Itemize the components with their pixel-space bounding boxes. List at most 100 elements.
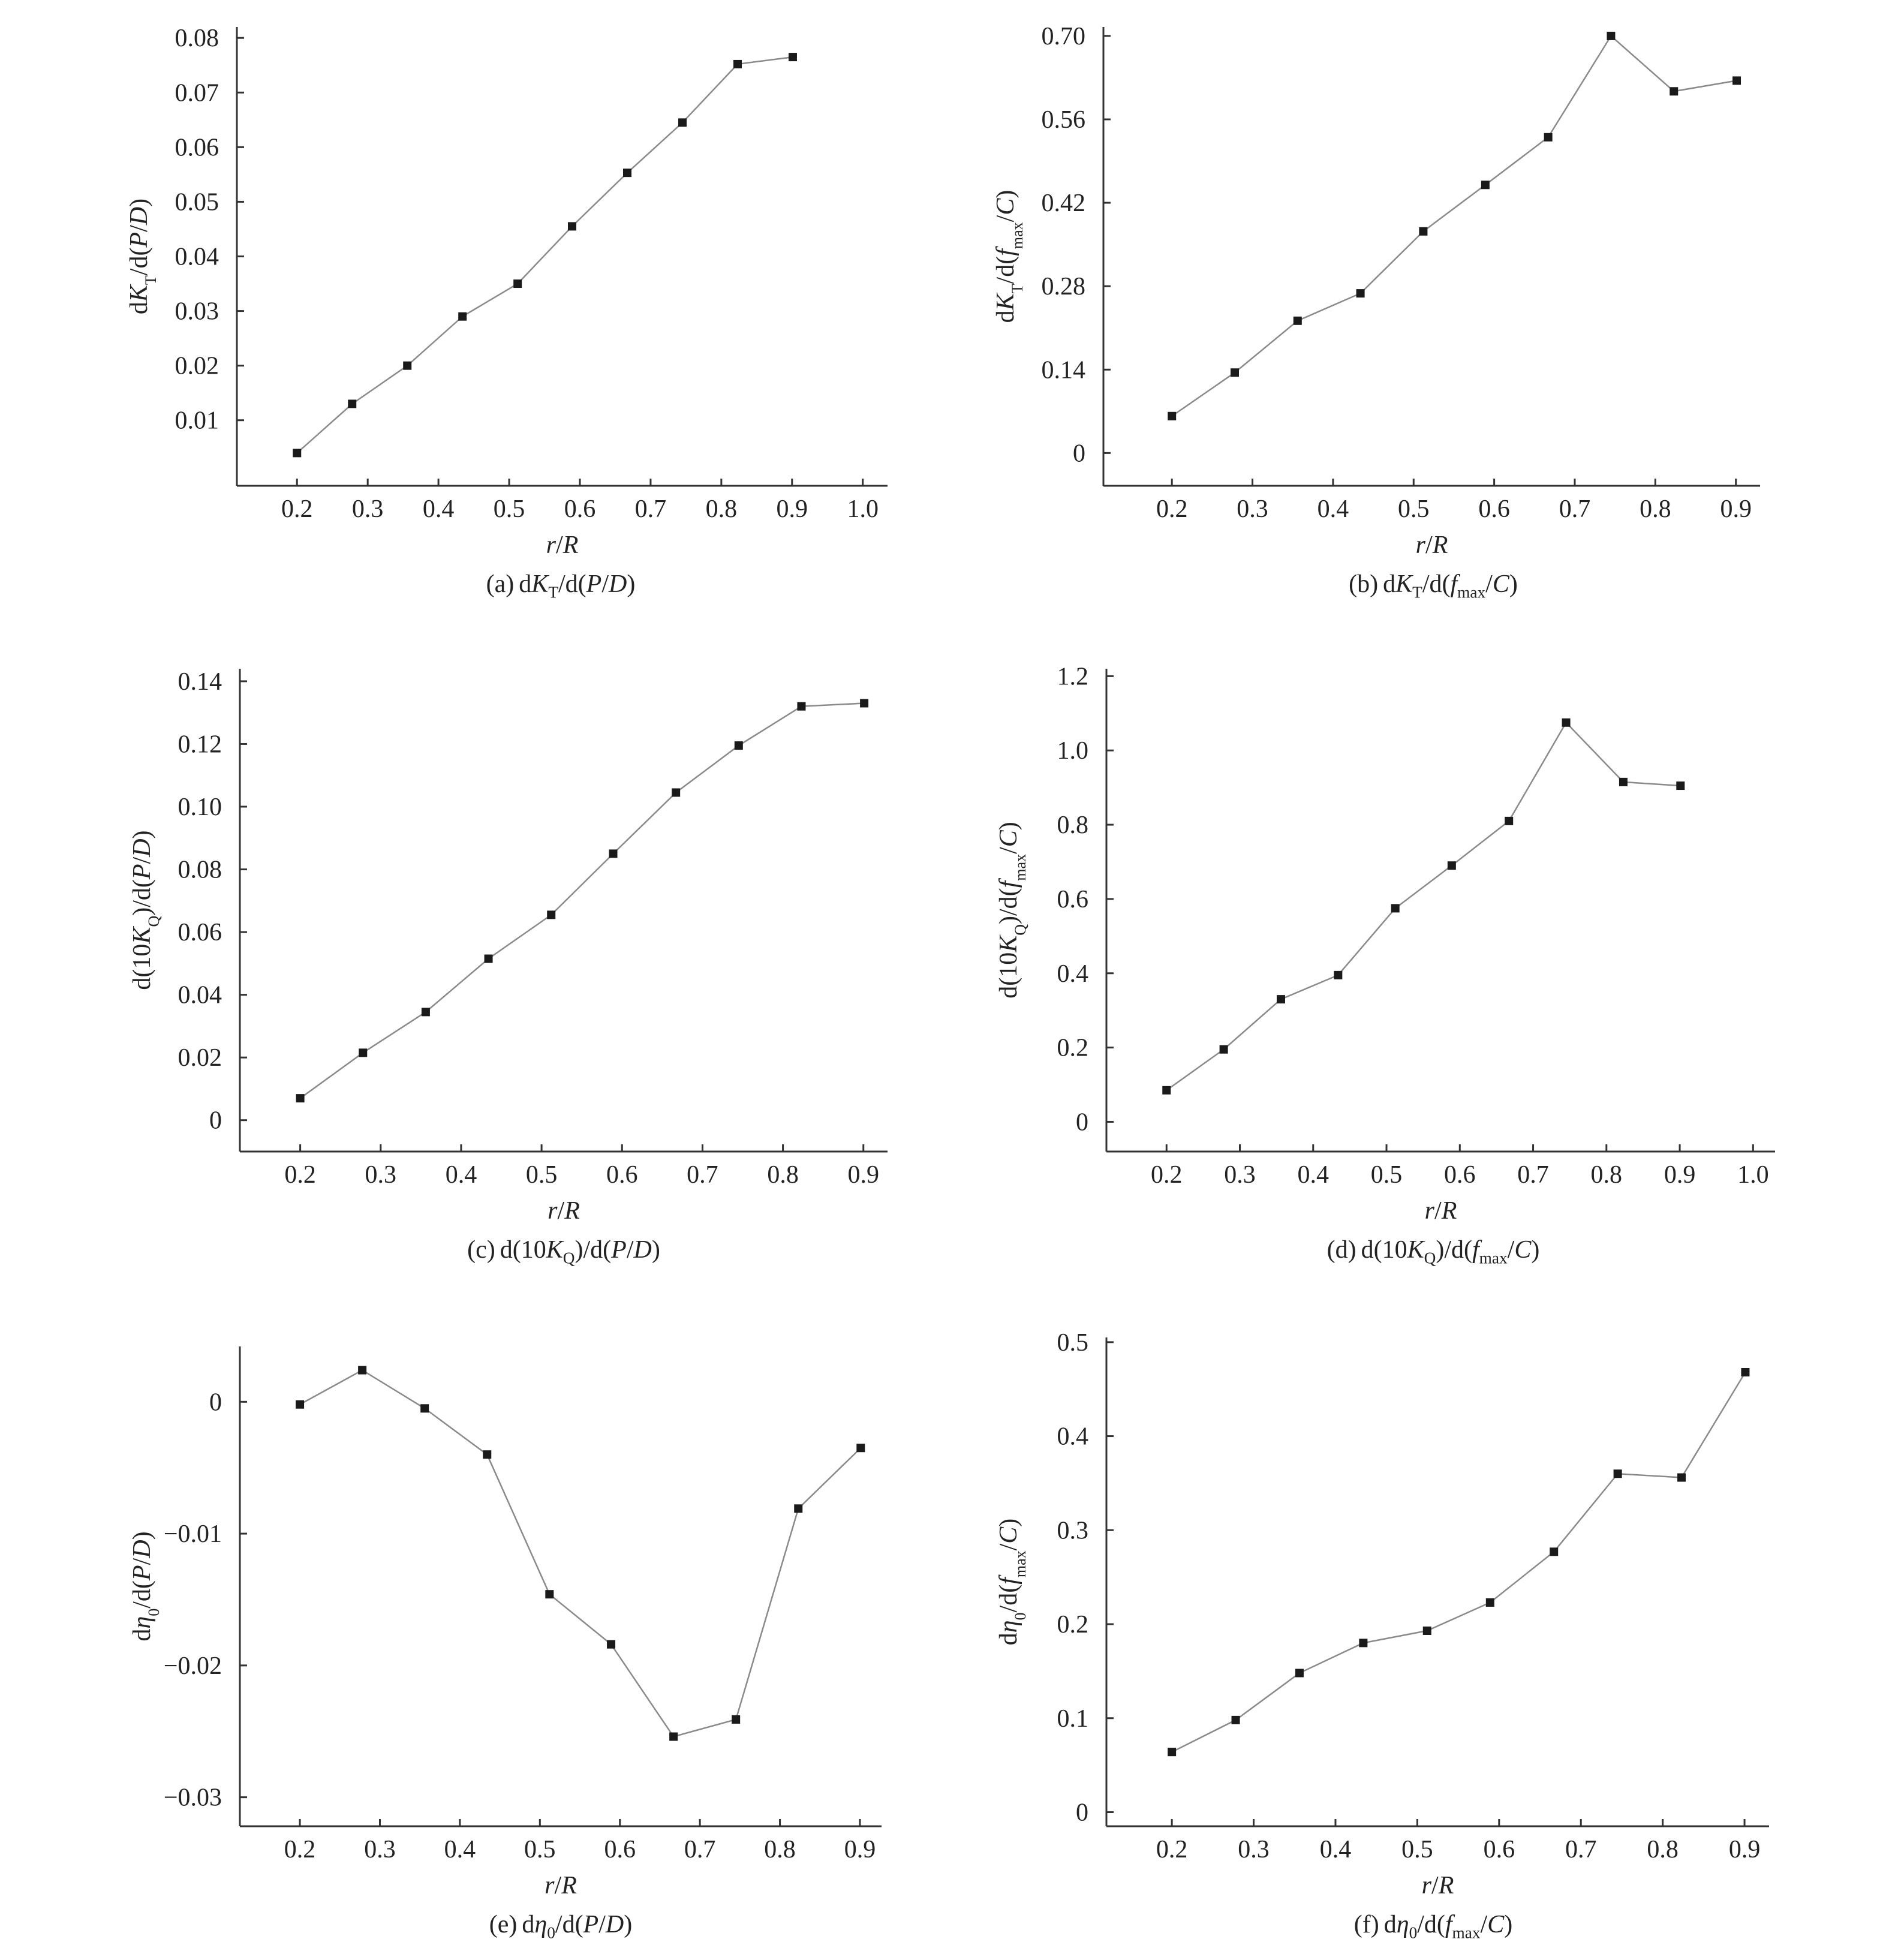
y-tick-label: −0.01 (164, 1520, 222, 1548)
y-tick-label: 0.70 (1042, 23, 1086, 50)
data-point (1359, 1639, 1368, 1648)
data-point (1485, 1598, 1494, 1607)
x-tick-label: 0.5 (526, 1161, 558, 1189)
data-point (1670, 87, 1679, 96)
x-tick-label: 0.3 (365, 1161, 397, 1189)
data-point (1505, 816, 1514, 825)
data-point (1162, 1086, 1171, 1095)
series-line (1166, 721, 1681, 1091)
x-axis-label: r/R (1416, 531, 1448, 559)
x-axis-label: r/R (546, 531, 579, 559)
data-point (1231, 368, 1239, 377)
y-axis-label: d(10KQ​)/d(fmax​/C) (995, 822, 1029, 999)
x-tick-label: 0.5 (1371, 1161, 1403, 1189)
x-tick-label: 0.2 (1151, 1161, 1183, 1189)
caption-text: d(10KQ)/d(fmax/C) (1361, 1236, 1540, 1267)
data-point (1419, 227, 1428, 236)
data-point (359, 1048, 368, 1057)
y-tick-label: 0.3 (1057, 1517, 1089, 1544)
data-point (788, 53, 797, 62)
x-tick-label: 1.0 (847, 495, 879, 523)
x-tick-label: 0.5 (524, 1836, 556, 1863)
y-tick-label: 0.28 (1042, 273, 1086, 300)
x-tick-label: 0.4 (1318, 495, 1349, 523)
caption-label: (e) (489, 1911, 518, 1938)
x-tick-label: 0.3 (1237, 495, 1268, 523)
data-point (484, 954, 493, 963)
y-tick-label: 0 (209, 1107, 222, 1135)
caption-text: dKT/d(P/D) (519, 570, 636, 602)
data-point (458, 312, 467, 321)
x-tick-label: 0.9 (777, 495, 808, 523)
y-tick-label: 0.03 (175, 298, 219, 326)
y-tick-label: 0.14 (178, 668, 222, 696)
data-point (358, 1366, 367, 1375)
x-tick-label: 0.9 (1729, 1836, 1761, 1863)
y-tick-label: 0.56 (1042, 106, 1086, 134)
data-point (1276, 995, 1285, 1004)
y-tick-label: 1.0 (1057, 737, 1089, 765)
data-point (678, 118, 687, 127)
x-tick-label: 0.7 (635, 495, 667, 523)
data-point (547, 910, 556, 919)
y-tick-label: 0.06 (178, 919, 222, 946)
x-axis-label: r/R (1422, 1872, 1454, 1899)
data-point (1607, 31, 1616, 40)
x-tick-label: 0.7 (684, 1836, 716, 1863)
data-point (1741, 1367, 1750, 1376)
y-axis-label: dη0​/d(fmax​/C) (995, 1519, 1029, 1646)
caption-text: dη0/d(fmax/C) (1383, 1911, 1513, 1942)
data-point (732, 1715, 741, 1724)
x-tick-label: 0.6 (606, 1161, 638, 1189)
y-tick-label: 0 (1073, 440, 1085, 467)
y-tick-label: 0.14 (1042, 356, 1086, 384)
data-point (1481, 181, 1490, 190)
data-point (1619, 777, 1628, 786)
y-tick-label: −0.02 (164, 1652, 222, 1680)
data-point (348, 399, 357, 408)
x-tick-label: 0.8 (1647, 1836, 1679, 1863)
x-tick-label: 0.3 (1238, 1836, 1270, 1863)
data-point (296, 1094, 305, 1103)
y-tick-label: 0 (1076, 1799, 1088, 1826)
y-tick-label: 0.07 (175, 79, 219, 107)
x-tick-label: 0.9 (844, 1836, 876, 1863)
x-tick-label: 1.0 (1737, 1161, 1769, 1189)
data-point (1293, 316, 1302, 325)
y-tick-label: 0.08 (178, 856, 222, 884)
y-tick-label: 0.8 (1057, 811, 1089, 839)
data-point (1544, 133, 1553, 142)
x-tick-label: 0.2 (1156, 1836, 1188, 1863)
data-point (296, 1400, 305, 1409)
data-point (734, 741, 743, 750)
x-tick-label: 0.5 (1398, 495, 1430, 523)
x-tick-label: 0.6 (1478, 495, 1510, 523)
x-tick-label: 0.7 (1559, 495, 1591, 523)
data-point (293, 449, 302, 458)
data-point (483, 1450, 492, 1459)
data-point (860, 699, 869, 708)
y-tick-label: 0.4 (1057, 960, 1089, 988)
data-point (403, 361, 412, 370)
x-tick-label: 0.8 (764, 1836, 796, 1863)
caption-label: (c) (467, 1236, 495, 1264)
data-point (1334, 970, 1343, 979)
x-axis-label: r/R (548, 1197, 580, 1225)
chart-caption: (f) dη0/d(fmax/C) (1354, 1910, 1512, 1942)
x-tick-label: 0.6 (1484, 1836, 1515, 1863)
y-tick-label: 0.04 (175, 244, 219, 271)
x-axis-label: r/R (1425, 1197, 1457, 1225)
data-point (609, 849, 618, 858)
data-point (421, 1008, 430, 1017)
caption-label: (a) (486, 570, 515, 598)
data-point (733, 59, 742, 68)
x-tick-label: 0.4 (423, 495, 455, 523)
data-point (1231, 1715, 1240, 1724)
data-point (607, 1640, 616, 1649)
y-tick-label: 1.2 (1057, 663, 1089, 690)
x-tick-label: 0.8 (706, 495, 738, 523)
x-tick-label: 0.3 (364, 1836, 396, 1863)
chart-caption: (e) dη0/d(P/D) (489, 1910, 632, 1942)
caption-text: dKT/d(fmax/C) (1383, 570, 1518, 602)
